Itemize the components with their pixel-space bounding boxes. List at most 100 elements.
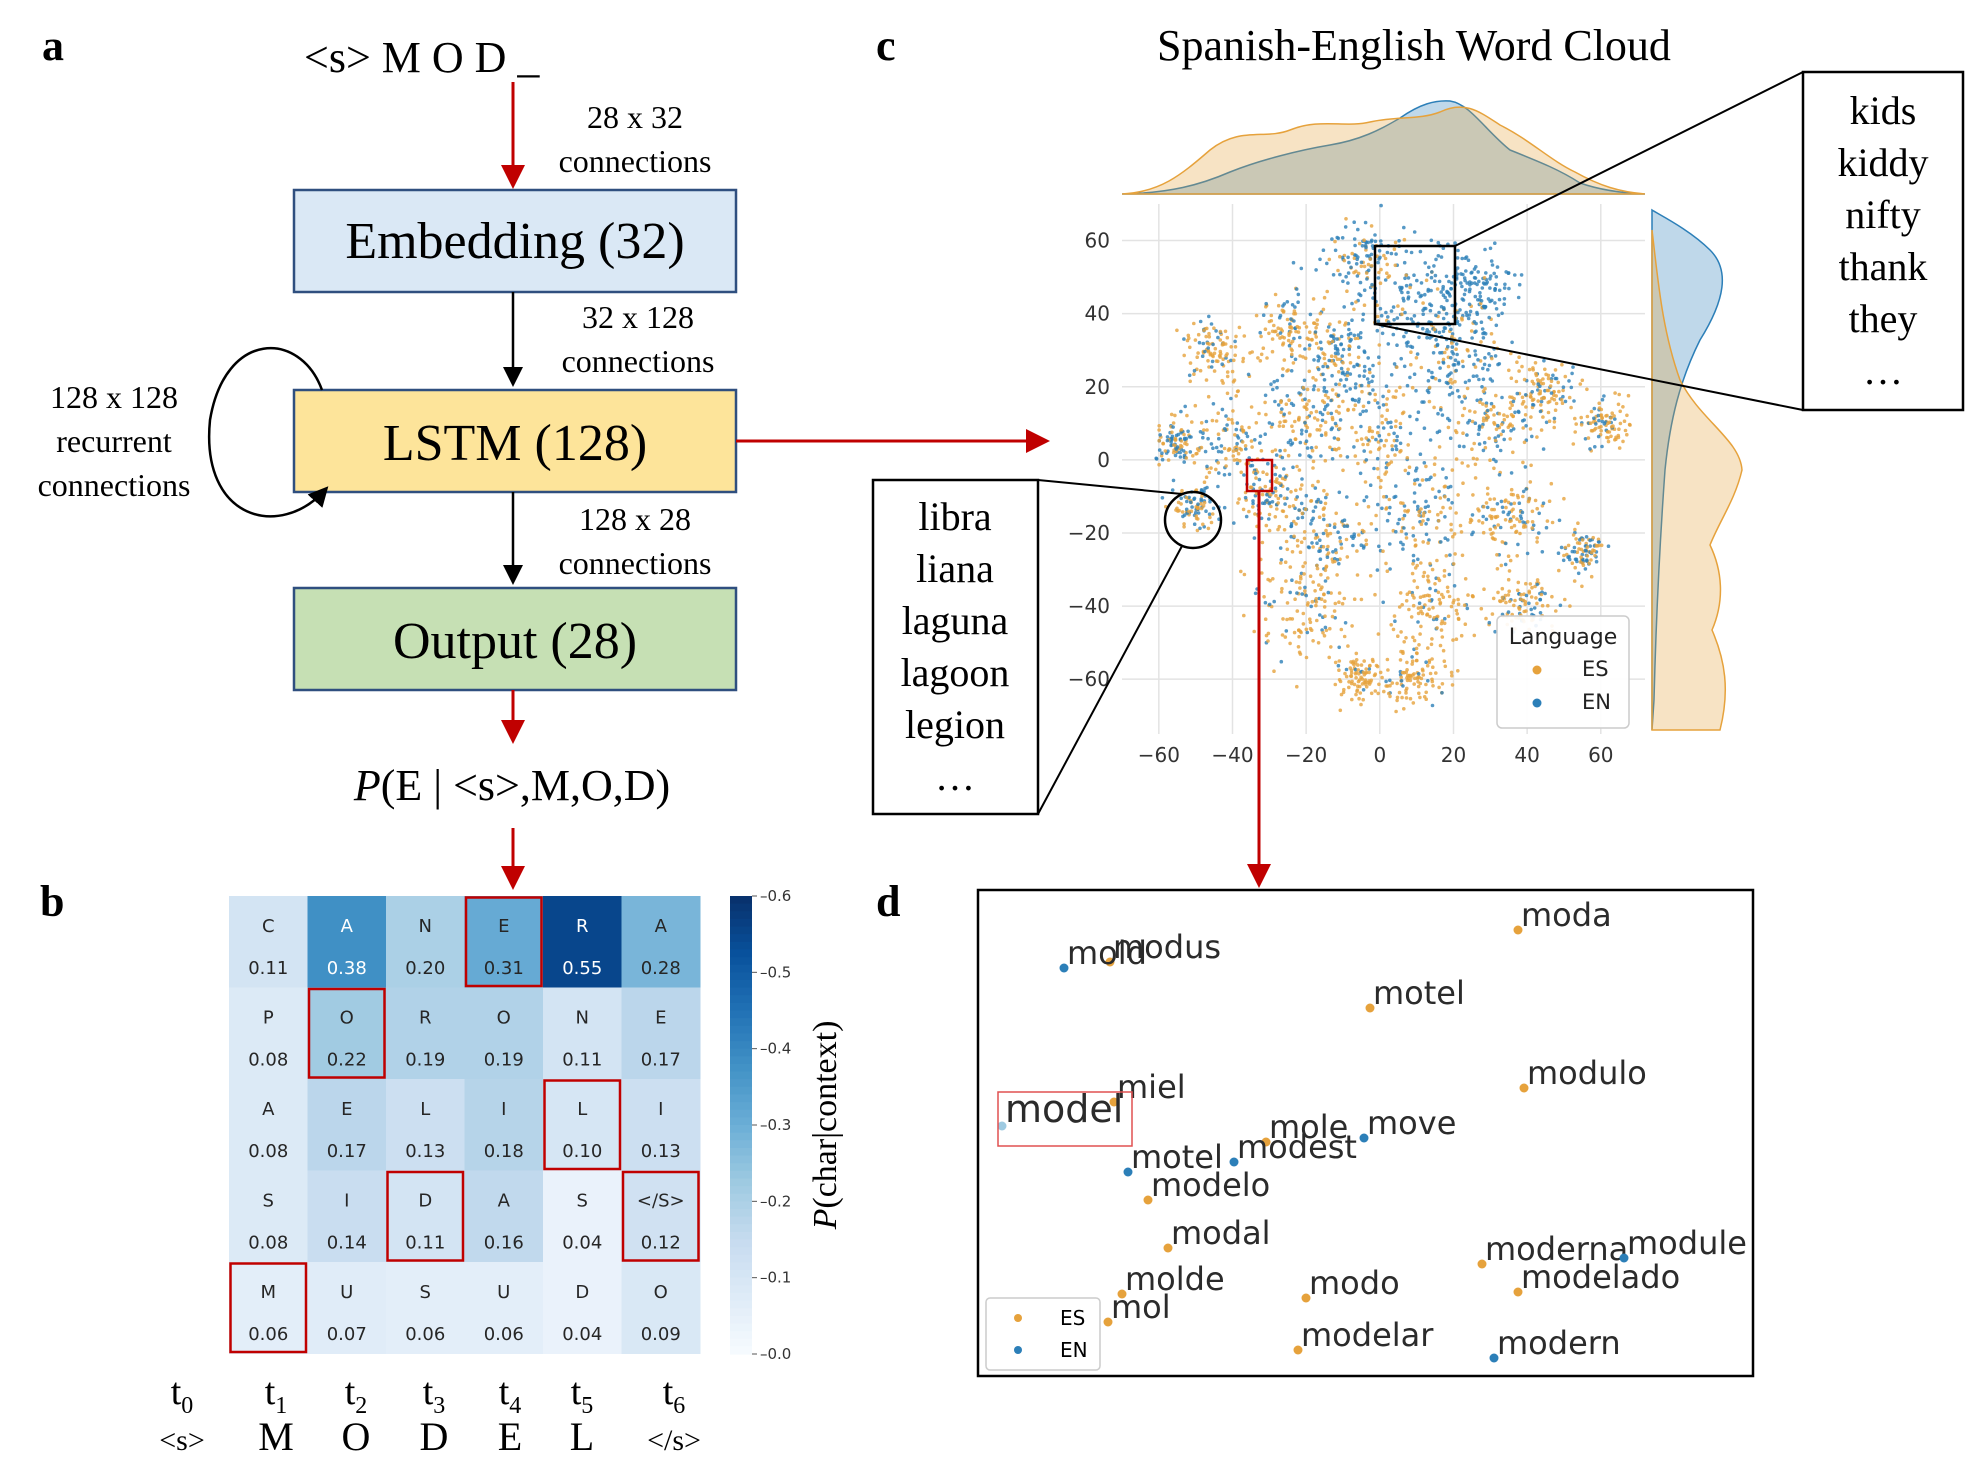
wordcloud-point bbox=[1430, 677, 1434, 682]
wordcloud-point bbox=[1528, 427, 1533, 431]
wordcloud-point bbox=[1441, 595, 1446, 599]
wordcloud-point bbox=[1371, 363, 1375, 368]
wordcloud-point bbox=[1355, 502, 1359, 507]
wordcloud-point bbox=[1319, 454, 1323, 458]
word-point bbox=[1513, 1287, 1523, 1297]
wordcloud-point bbox=[1470, 532, 1474, 537]
wordcloud-point bbox=[1302, 405, 1307, 409]
wordcloud-point bbox=[1461, 481, 1465, 486]
wordcloud-point bbox=[1208, 515, 1212, 520]
wordcloud-point bbox=[1573, 416, 1577, 421]
wordcloud-point bbox=[1492, 466, 1496, 471]
wordcloud-point bbox=[1421, 519, 1425, 523]
wordcloud-point bbox=[1386, 668, 1390, 672]
heatmap-cell-highlight bbox=[543, 1079, 622, 1171]
wordcloud-point bbox=[1511, 427, 1516, 431]
heatmap-cell-char: S bbox=[420, 1282, 431, 1303]
wordcloud-point bbox=[1339, 334, 1344, 339]
wordcloud-point bbox=[1523, 393, 1528, 397]
colorbar-segment bbox=[730, 979, 752, 989]
wordcloud-point bbox=[1273, 472, 1278, 477]
wordcloud-point bbox=[1479, 340, 1483, 344]
wordcloud-point bbox=[1298, 440, 1303, 445]
panel-label-a: a bbox=[42, 21, 64, 70]
wordcloud-point bbox=[1486, 367, 1490, 372]
wordcloud-point bbox=[1421, 574, 1426, 579]
x-tick-label: 60 bbox=[1588, 743, 1613, 767]
wordcloud-point bbox=[1199, 506, 1204, 511]
wordcloud-point bbox=[1449, 522, 1453, 527]
wordcloud-point bbox=[1385, 657, 1390, 662]
wordcloud-point bbox=[1611, 424, 1615, 428]
wordcloud-point bbox=[1557, 389, 1561, 394]
wordcloud-point bbox=[1241, 429, 1246, 434]
wordcloud-point bbox=[1319, 433, 1324, 438]
wordcloud-point bbox=[1416, 684, 1421, 689]
word-label: mole bbox=[1269, 1108, 1348, 1146]
wordcloud-point bbox=[1437, 685, 1441, 690]
wordcloud-point bbox=[1384, 310, 1388, 315]
wordcloud-point bbox=[1554, 376, 1559, 381]
wordcloud-point bbox=[1300, 477, 1304, 481]
wordcloud-point bbox=[1285, 300, 1290, 304]
wordcloud-point bbox=[1424, 464, 1428, 469]
wordcloud-point bbox=[1391, 332, 1396, 337]
wordcloud-point bbox=[1194, 514, 1198, 518]
wordcloud-point bbox=[1198, 526, 1202, 531]
wordcloud-point bbox=[1481, 331, 1485, 336]
wordcloud-point bbox=[1264, 301, 1268, 306]
wordcloud-point bbox=[1273, 448, 1278, 452]
wordcloud-point bbox=[1462, 394, 1467, 399]
wordcloud-point bbox=[1207, 335, 1212, 339]
wordcloud-point bbox=[1310, 518, 1314, 523]
wordcloud-point bbox=[1321, 364, 1325, 369]
heatmap-cell bbox=[464, 987, 544, 1080]
wordcloud-point bbox=[1353, 667, 1358, 672]
wordcloud-point bbox=[1275, 385, 1279, 390]
wordcloud-point bbox=[1467, 302, 1472, 307]
wordcloud-point bbox=[1625, 432, 1629, 437]
wordcloud-point bbox=[1345, 524, 1350, 528]
wordcloud-point bbox=[1341, 370, 1345, 375]
wordcloud-point bbox=[1426, 646, 1430, 650]
wordcloud-point bbox=[1319, 500, 1323, 505]
wordcloud-point bbox=[1196, 332, 1201, 337]
wordcloud-point bbox=[1409, 362, 1413, 367]
wordcloud-point bbox=[1377, 343, 1382, 347]
wordcloud-point bbox=[1347, 344, 1351, 348]
colorbar-segment bbox=[730, 918, 752, 928]
wordcloud-point bbox=[1375, 664, 1380, 669]
heatmap-cell-prob: 0.16 bbox=[484, 1233, 524, 1254]
wordcloud-point bbox=[1254, 471, 1258, 476]
wordcloud-point bbox=[1471, 456, 1476, 461]
wordcloud-point bbox=[1329, 354, 1334, 359]
wordcloud-point bbox=[1463, 380, 1468, 385]
wordcloud-point bbox=[1472, 441, 1476, 446]
wordcloud-point bbox=[1314, 268, 1318, 272]
wordcloud-point bbox=[1441, 293, 1446, 298]
wordcloud-point bbox=[1333, 522, 1337, 526]
wordcloud-point bbox=[1173, 413, 1177, 418]
wordcloud-point bbox=[1288, 590, 1292, 595]
wordcloud-point bbox=[1310, 483, 1315, 488]
wordcloud-point bbox=[1252, 536, 1257, 540]
word-point bbox=[1059, 963, 1069, 973]
wordcloud-point bbox=[1260, 571, 1264, 575]
wordcloud-point bbox=[1357, 533, 1361, 537]
wordcloud-point bbox=[1405, 456, 1410, 460]
wordcloud-point bbox=[1204, 334, 1208, 339]
wordcloud-point bbox=[1411, 553, 1416, 558]
wordcloud-point bbox=[1335, 573, 1339, 577]
wordcloud-point bbox=[1570, 549, 1575, 554]
wordcloud-point bbox=[1351, 407, 1356, 412]
wordcloud-point bbox=[1395, 695, 1400, 700]
wordcloud-point bbox=[1315, 318, 1320, 322]
wordcloud-point bbox=[1185, 499, 1189, 504]
wordcloud-point bbox=[1514, 379, 1519, 384]
wordcloud-point bbox=[1317, 356, 1322, 360]
wordcloud-point bbox=[1571, 533, 1576, 537]
colorbar-segment bbox=[730, 1231, 752, 1241]
wordcloud-point bbox=[1450, 332, 1455, 336]
wordcloud-point bbox=[1406, 290, 1410, 295]
wordcloud-point bbox=[1506, 554, 1511, 558]
